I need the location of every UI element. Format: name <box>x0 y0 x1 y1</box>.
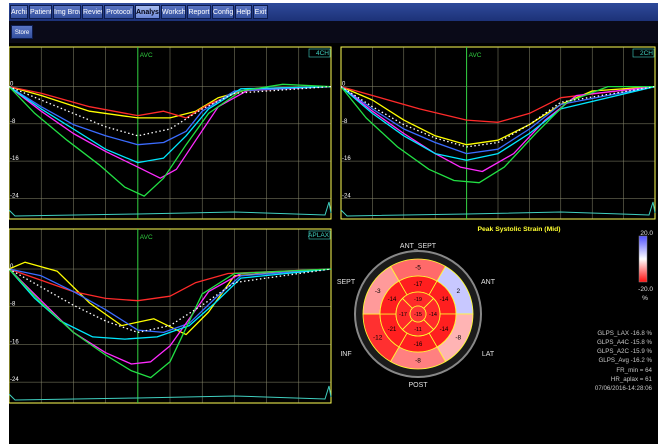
strain-curve <box>9 85 332 179</box>
bullseye-apex-cap <box>409 305 427 323</box>
y-tick-label: -8 <box>342 119 348 125</box>
datetime-readout: 07/06/2016-14:28:06 <box>594 385 652 392</box>
wall-label-ant-sept: ANT_SEPT <box>400 243 437 250</box>
bullseye-title: Peak Systolic Strain (Mid) <box>477 226 560 233</box>
basal-segment-value: 2 <box>456 288 460 295</box>
wall-label-lat: LAT <box>482 351 495 358</box>
mid-segment-value: -17 <box>414 282 423 288</box>
mid-segment-value: -14 <box>440 297 449 303</box>
wall-label-inf: INF <box>340 351 351 358</box>
basal-segment-value: -3 <box>375 288 381 295</box>
glps-a4c-readout: GLPS_A4C -15.8 % <box>596 339 652 346</box>
strain-plot-2ch: 0 -8 -16 -24 2CH AVC <box>340 46 656 220</box>
apical-segment-value: -19 <box>414 297 422 303</box>
strain-curve <box>340 85 656 148</box>
apical-segment-value: -14 <box>429 312 437 318</box>
strain-plot-4ch: 0 -8 -16 -24 4CH AVC <box>9 46 332 220</box>
glps-a2c-readout: GLPS_A2C -15.9 % <box>596 348 652 355</box>
tab-help[interactable]: Help <box>235 5 252 19</box>
y-tick-label: -16 <box>10 339 19 345</box>
glps-avg-readout: GLPS_Avg -16.2 % <box>598 357 652 364</box>
tab-config[interactable]: Config <box>212 5 234 19</box>
strain-curve <box>340 85 656 161</box>
apical-segment-value: -17 <box>399 312 407 318</box>
tab-patient[interactable]: Patient <box>29 5 52 19</box>
ecg-trace <box>9 201 332 217</box>
apical-segment-value: -11 <box>414 327 422 333</box>
strain-curve <box>340 85 656 146</box>
y-tick-label: 0 <box>10 264 14 270</box>
echo-workstation-screen: ArchivePatientImg BrowserReviewProtocolA… <box>9 3 658 444</box>
y-tick-label: -8 <box>10 302 16 308</box>
glps-lax-readout: GLPS_LAX -16.8 % <box>597 330 652 337</box>
sub-toolbar: Store <box>9 21 658 43</box>
mid-segment-value: -21 <box>388 327 397 333</box>
tab-review[interactable]: Review <box>82 5 103 19</box>
avc-label: AVC <box>140 52 153 59</box>
y-tick-label: -8 <box>10 119 16 125</box>
tab-exit[interactable]: Exit <box>253 5 268 19</box>
strain-curve <box>9 268 332 334</box>
strain-curve <box>9 268 332 340</box>
avc-label: AVC <box>140 234 153 241</box>
strain-curve <box>9 268 332 302</box>
y-tick-label: 0 <box>10 82 14 88</box>
ecg-trace <box>340 201 656 217</box>
color-scale-bar <box>638 235 648 283</box>
strain-curve <box>340 85 655 184</box>
y-tick-label: -24 <box>342 193 351 199</box>
tab-report[interactable]: Report <box>187 5 211 19</box>
mid-segment-value: -14 <box>440 327 449 333</box>
wall-label-sept: SEPT <box>337 279 356 286</box>
tab-archive[interactable]: Archive <box>10 5 28 19</box>
strain-curve <box>340 85 656 123</box>
basal-segment-value: -12 <box>373 334 383 341</box>
strain-curve <box>9 261 332 336</box>
color-scale-min: -20.0 <box>638 286 653 293</box>
strain-curve <box>9 268 332 379</box>
ecg-trace <box>9 385 332 401</box>
y-tick-label: -24 <box>10 193 19 199</box>
view-label: 2CH <box>640 50 653 57</box>
wall-label-post: POST <box>408 382 428 389</box>
menu-bar: ArchivePatientImg BrowserReviewProtocolA… <box>9 3 658 21</box>
basal-segment-value: -8 <box>455 334 461 341</box>
y-tick-label: -16 <box>342 156 351 162</box>
avc-label: AVC <box>469 52 482 59</box>
strain-curve <box>9 85 332 146</box>
analysis-display: 0 -8 -16 -24 4CH AVC 0 -8 -16 -24 2CH AVC 0 -8 -16 -2… <box>9 46 656 404</box>
color-scale-unit: % <box>642 295 648 302</box>
store-button[interactable]: Store <box>11 25 33 39</box>
plot-grid <box>341 47 655 219</box>
strain-curve <box>9 268 332 334</box>
mid-segment-value: -14 <box>388 297 397 303</box>
tab-analysis[interactable]: Analysis <box>135 5 160 19</box>
view-label: 4CH <box>316 50 329 57</box>
strain-plot-aplax: 0 -8 -16 -24 APLAX AVC <box>9 228 332 404</box>
tab-worksheet[interactable]: Worksheet <box>161 5 186 19</box>
frame-rate-readout: FR_min = 64 <box>616 367 652 374</box>
strain-curve <box>340 85 656 155</box>
strain-curve <box>9 85 332 137</box>
tab-protocol[interactable]: Protocol <box>104 5 134 19</box>
strain-curve <box>9 85 332 164</box>
basal-segment-value: -5 <box>415 265 421 272</box>
bullseye-chart: Peak Systolic Strain (Mid) -5 2 -8 -8 -12 -3 -1… <box>337 226 561 389</box>
wall-label-ant: ANT <box>481 279 496 286</box>
y-tick-label: -24 <box>10 377 19 383</box>
color-scale-max: 20.0 <box>640 230 653 237</box>
mid-segment-value: -16 <box>414 342 423 348</box>
view-label: APLAX <box>308 232 330 239</box>
heart-rate-readout: HR_aplax = 61 <box>610 376 652 383</box>
tab-img-browser[interactable]: Img Browser <box>53 5 81 19</box>
strain-curve <box>9 83 332 197</box>
basal-segment-value: -8 <box>415 358 421 365</box>
plot-grid <box>9 229 331 403</box>
y-tick-label: 0 <box>342 82 346 88</box>
apex-value: -15 <box>414 312 422 318</box>
y-tick-label: -16 <box>10 156 19 162</box>
strain-color-scale: 20.0 -20.0% <box>638 230 653 302</box>
